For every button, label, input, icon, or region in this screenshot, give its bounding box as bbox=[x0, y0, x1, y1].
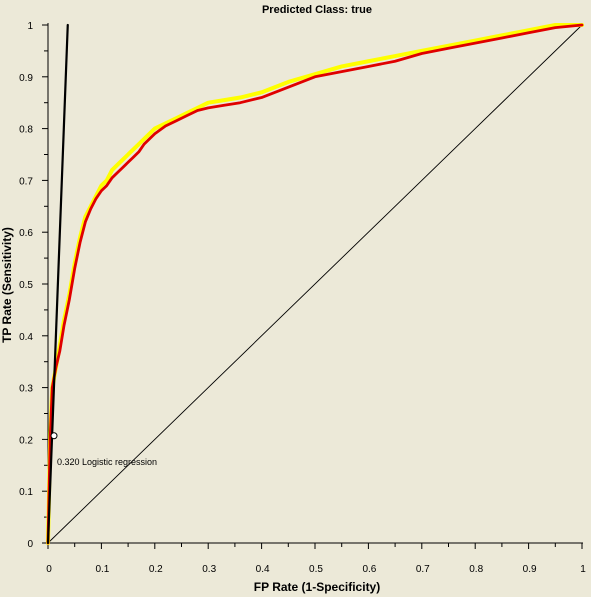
y-tick-label: 0.9 bbox=[19, 73, 33, 84]
operating-point-marker bbox=[50, 432, 58, 440]
x-tick-label: 0.6 bbox=[362, 564, 376, 575]
x-tick-label: 0 bbox=[46, 564, 52, 575]
x-tick-label: 0.4 bbox=[256, 564, 270, 575]
y-tick-label: 0.4 bbox=[19, 332, 33, 343]
y-tick-label: 0.7 bbox=[19, 176, 33, 187]
steep-reference-line bbox=[46, 23, 69, 545]
plot-area: 0 0.1 0.2 0.3 0.4 0.5 0.6 0.7 0.8 0.9 1 0 0.1 0.2 0.3 0… bbox=[19, 21, 586, 575]
diagonal-reference-line bbox=[47, 24, 583, 544]
x-axis-title: FP Rate (1-Specificity) bbox=[254, 580, 380, 594]
x-tick-label: 0.8 bbox=[469, 564, 483, 575]
y-tick-label: 0.2 bbox=[19, 435, 33, 446]
roc-curve-red bbox=[46, 23, 584, 545]
x-tick-label: 1 bbox=[580, 564, 586, 575]
x-tick-label: 0.2 bbox=[149, 564, 163, 575]
chart-title: Predicted Class: true bbox=[262, 4, 372, 16]
y-tick-label: 0.8 bbox=[19, 125, 33, 136]
y-axis-title: TP Rate (Sensitivity) bbox=[0, 227, 14, 343]
y-tick-label: 0.5 bbox=[19, 280, 33, 291]
x-tick-label: 0.5 bbox=[309, 564, 323, 575]
y-tick-label: 0 bbox=[27, 539, 33, 550]
y-tick-label: 1 bbox=[27, 21, 33, 32]
x-tick-label: 0.7 bbox=[416, 564, 430, 575]
x-tick-label: 0.9 bbox=[523, 564, 537, 575]
y-tick-label: 0.1 bbox=[19, 487, 33, 498]
y-tick-label: 0.3 bbox=[19, 384, 33, 395]
y-tick-label: 0.6 bbox=[19, 228, 33, 239]
x-tick-label: 0.1 bbox=[95, 564, 109, 575]
annotation-label: 0.320 Logistic regression bbox=[57, 457, 157, 467]
x-tick-label: 0.3 bbox=[202, 564, 216, 575]
